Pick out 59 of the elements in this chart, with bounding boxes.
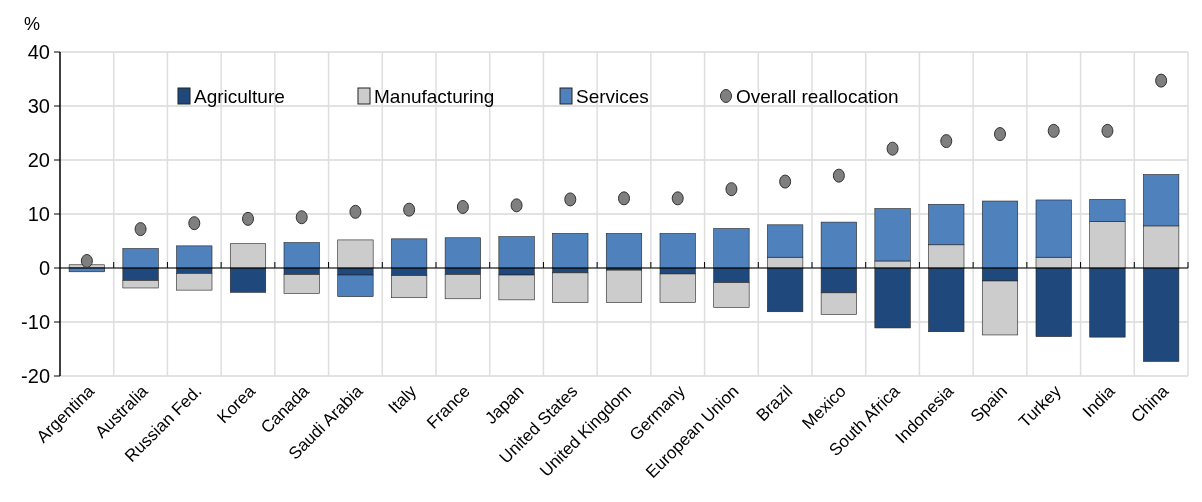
point [295,210,308,225]
bar [820,221,857,269]
legend-label: Agriculture [194,85,285,107]
point [886,141,899,156]
bar [229,267,267,293]
point [779,174,792,189]
point [242,211,254,226]
point [832,168,845,183]
point [618,191,630,206]
bar [1089,267,1126,338]
bar [552,233,589,269]
point [940,134,953,149]
y-tick-label: -20 [21,365,50,387]
y-tick-label: -10 [21,311,50,333]
bar [176,273,213,291]
point [510,198,523,213]
point [456,199,469,214]
bar [981,200,1019,269]
point [188,216,201,231]
bar [229,243,267,269]
y-axis-title: % [24,14,41,34]
bar [659,233,696,269]
point [725,182,738,197]
bar [928,267,965,333]
legend-label: Manufacturing [374,85,495,107]
bar [552,272,589,303]
legend-label: Services [576,85,649,107]
point [564,192,577,207]
bar [391,238,428,269]
point [80,253,93,268]
point [134,222,147,237]
bar [176,245,213,269]
point [1047,123,1060,138]
bar [498,236,535,269]
point [1101,123,1114,138]
y-tick-label: 40 [27,41,50,63]
y-tick-label: 20 [27,149,50,171]
point [403,202,416,217]
bar [874,267,911,329]
bar [659,273,696,303]
bar [713,228,750,269]
bar [283,242,320,269]
bar [605,233,643,269]
bar [337,239,374,269]
y-tick-label: 30 [27,95,50,117]
point [671,191,684,206]
point [994,127,1006,142]
point [1155,73,1168,88]
y-tick-label: 0 [38,257,50,279]
point [349,204,362,219]
legend-label: Overall reallocation [736,85,899,107]
bar [444,237,481,269]
bar [767,267,804,313]
x-tick-label: Italy [384,381,421,418]
y-tick-label: 10 [27,203,50,225]
bar [1143,267,1180,362]
bar [605,269,643,303]
bar [122,248,159,269]
bar [1035,267,1072,337]
